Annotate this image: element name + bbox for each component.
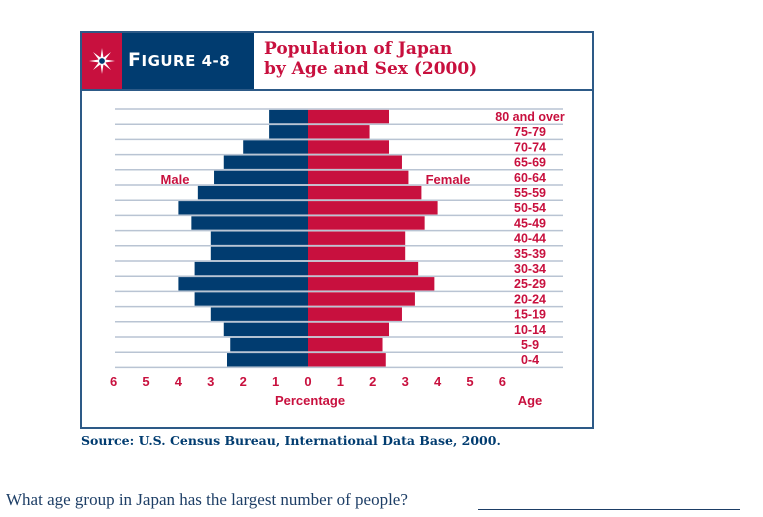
source-citation: Source: U.S. Census Bureau, Internationa… (81, 433, 501, 448)
age-label: 80 and over (495, 110, 565, 124)
bar-male-60-64 (214, 170, 308, 185)
bar-female-30-34 (308, 261, 419, 276)
figure-frame: FIGURE 4-8 Population of Japan by Age an… (80, 31, 594, 429)
age-label: 35-39 (514, 247, 546, 261)
age-label: 15-19 (514, 308, 546, 322)
bar-male-5-9 (230, 337, 308, 352)
bar-female-40-44 (308, 231, 406, 245)
figure-title-line2: by Age and Sex (2000) (264, 59, 478, 79)
age-label: 5-9 (521, 338, 539, 352)
bar-male-0-4 (227, 353, 308, 367)
question-text: What age group in Japan has the largest … (6, 490, 408, 509)
age-label: 60-64 (514, 171, 546, 185)
bar-female-25-29 (308, 277, 435, 291)
x-tick-label: 1 (272, 374, 279, 389)
bar-male-50-54 (178, 201, 308, 215)
age-label: 10-14 (514, 323, 546, 337)
x-tick-labels: 6 5 4 3 2 1 0 1 2 3 4 5 6 (110, 374, 506, 389)
bar-male-30-34 (194, 261, 308, 276)
bar-male-40-44 (210, 231, 308, 245)
x-tick-label: 5 (466, 374, 473, 389)
figure-label-rest: IGURE 4-8 (141, 52, 231, 70)
age-label: 20-24 (514, 292, 546, 306)
figure-header: FIGURE 4-8 Population of Japan by Age an… (82, 33, 592, 91)
bar-female-55-59 (308, 185, 422, 200)
bar-female-60-64 (308, 170, 409, 185)
figure-title: Population of Japan by Age and Sex (2000… (264, 39, 477, 79)
age-label: 45-49 (514, 216, 546, 230)
bar-female-70-74 (308, 140, 389, 154)
y-axis-title: Age (518, 393, 543, 408)
bar-male-70-74 (243, 140, 308, 154)
x-tick-label: 3 (402, 374, 409, 389)
bar-female-75-79 (308, 125, 370, 139)
x-tick-label: 4 (175, 374, 183, 389)
bar-male-15-19 (210, 307, 308, 321)
bar-male-55-59 (197, 185, 308, 200)
bar-female-80-and-over (308, 109, 389, 124)
bar-female-10-14 (308, 322, 389, 337)
bar-male-25-29 (178, 277, 308, 291)
age-label: 30-34 (514, 262, 546, 276)
x-tick-label: 6 (499, 374, 506, 389)
figure-title-line1: Population of Japan (264, 39, 453, 59)
age-label: 55-59 (514, 186, 546, 200)
x-tick-label: 4 (434, 374, 442, 389)
age-label: 25-29 (514, 277, 546, 291)
age-label: 0-4 (521, 353, 539, 367)
bar-female-45-49 (308, 216, 425, 230)
bar-male-20-24 (194, 292, 308, 306)
bar-male-65-69 (223, 155, 308, 169)
bar-female-5-9 (308, 337, 383, 352)
bar-male-80-and-over (269, 109, 308, 124)
x-tick-label: 1 (337, 374, 344, 389)
age-label: 65-69 (514, 156, 546, 170)
x-tick-label: 3 (207, 374, 214, 389)
bar-female-35-39 (308, 246, 406, 261)
age-label: 40-44 (514, 232, 546, 246)
bar-male-35-39 (210, 246, 308, 261)
bar-male-10-14 (223, 322, 308, 337)
compass-star-icon (89, 48, 115, 74)
age-label: 50-54 (514, 201, 546, 215)
figure-label: FIGURE 4-8 (128, 49, 230, 71)
x-tick-label: 2 (369, 374, 376, 389)
x-tick-label: 2 (240, 374, 247, 389)
x-tick-label: 5 (142, 374, 149, 389)
bars (178, 109, 438, 367)
x-tick-label: 0 (304, 374, 311, 389)
age-label: 70-74 (514, 140, 546, 154)
bar-female-15-19 (308, 307, 402, 321)
answer-blank[interactable] (478, 509, 740, 510)
gridlines (115, 108, 563, 369)
bar-female-0-4 (308, 353, 386, 367)
x-axis-title: Percentage (275, 393, 345, 408)
bar-male-75-79 (269, 125, 308, 139)
figure-label-initial: F (128, 49, 142, 71)
age-label: 75-79 (514, 125, 546, 139)
header-blue-block (122, 33, 254, 89)
bar-female-50-54 (308, 201, 438, 215)
bar-male-45-49 (191, 216, 308, 230)
bar-female-65-69 (308, 155, 402, 169)
legend-male-label: Male (161, 172, 190, 187)
x-tick-label: 6 (110, 374, 117, 389)
bar-female-20-24 (308, 292, 415, 306)
legend-female-label: Female (426, 172, 471, 187)
